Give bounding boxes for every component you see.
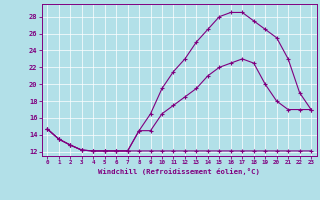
X-axis label: Windchill (Refroidissement éolien,°C): Windchill (Refroidissement éolien,°C)	[98, 168, 260, 175]
